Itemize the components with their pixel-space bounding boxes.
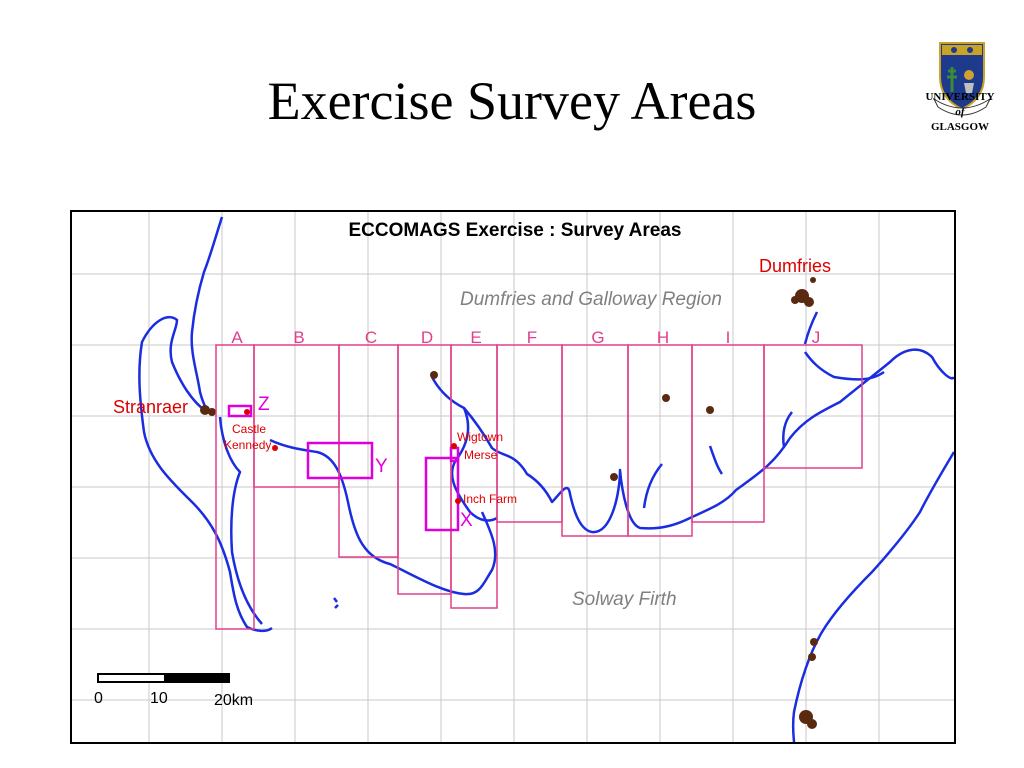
test-sites <box>227 404 460 532</box>
strip-label-j: J <box>812 328 821 347</box>
strip-label-g: G <box>591 328 604 347</box>
region-label: Dumfries and Galloway Region <box>460 289 722 310</box>
town-inch-farm: Inch Farm <box>463 492 517 506</box>
survey-map: ECCOMAGS Exercise : Survey Areas Dumfrie… <box>70 210 956 744</box>
strip-g <box>561 344 629 537</box>
scale-label-10: 10 <box>150 690 168 707</box>
urban-areas <box>200 277 818 729</box>
strip-i <box>691 344 765 523</box>
site-x-box <box>424 456 460 532</box>
strip-label-c: C <box>365 328 377 347</box>
strip-label-group: A B C D E F G H I J <box>231 328 820 347</box>
strip-label-d: D <box>421 328 433 347</box>
town-dumfries: Dumfries <box>759 256 831 276</box>
site-label-y: Y <box>375 456 388 477</box>
strip-label-f: F <box>527 328 537 347</box>
site-label-z: Z <box>258 394 270 415</box>
sea-label: Solway Firth <box>572 589 677 610</box>
logo-line-of: of <box>955 106 965 118</box>
site-y-box <box>306 441 374 480</box>
scale-label-20: 20km <box>214 692 253 709</box>
scale-bar <box>97 673 230 683</box>
scale-label-0: 0 <box>94 690 103 707</box>
town-stranraer: Stranraer <box>113 397 188 417</box>
town-wigtown-1: Wigtown <box>457 430 503 444</box>
town-wigtown-2: Merse <box>464 448 498 462</box>
site-label-group: Z Y X <box>258 394 473 531</box>
logo-line-university: UNIVERSITY <box>925 91 995 103</box>
town-castle-kennedy-2: Kennedy <box>224 438 271 452</box>
map-canvas: ECCOMAGS Exercise : Survey Areas Dumfrie… <box>72 212 954 742</box>
coastline <box>138 216 954 742</box>
strip-label-b: B <box>293 328 304 347</box>
map-title: ECCOMAGS Exercise : Survey Areas <box>348 220 681 241</box>
strip-label-e: E <box>470 328 481 347</box>
site-z-box <box>227 404 253 418</box>
strip-j <box>763 344 863 469</box>
university-crest-icon <box>932 42 992 116</box>
survey-strips <box>215 344 863 630</box>
logo-line-glasgow: GLASGOW <box>930 121 990 133</box>
town-castle-kennedy-1: Castle <box>232 422 266 436</box>
scale-labels: 0 10 20km <box>94 690 253 709</box>
site-markers <box>244 409 461 504</box>
strip-d <box>397 344 452 595</box>
strip-label-i: I <box>726 328 731 347</box>
site-label-x: X <box>460 510 473 531</box>
strip-label-a: A <box>231 328 243 347</box>
strip-label-h: H <box>657 328 669 347</box>
university-name: UNIVERSITY of GLASGOW <box>900 90 1020 135</box>
slide-title: Exercise Survey Areas <box>267 71 757 131</box>
